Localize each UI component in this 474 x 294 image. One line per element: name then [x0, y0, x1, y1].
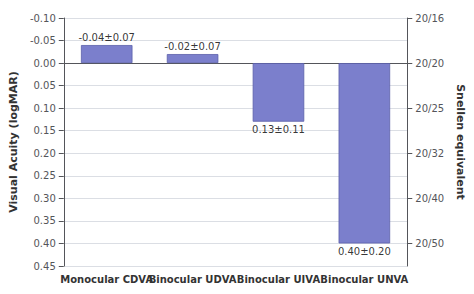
svg-text:0.05: 0.05 — [34, 80, 56, 91]
svg-text:0.30: 0.30 — [34, 193, 56, 204]
svg-text:20/20: 20/20 — [415, 58, 444, 69]
svg-text:Snellen equivalent: Snellen equivalent — [454, 84, 467, 200]
svg-text:0.00: 0.00 — [34, 58, 56, 69]
svg-text:Binocular UDVA: Binocular UDVA — [149, 274, 237, 285]
svg-text:20/40: 20/40 — [415, 193, 444, 204]
svg-text:Binocular UIVA: Binocular UIVA — [237, 274, 321, 285]
svg-text:0.35: 0.35 — [34, 215, 56, 226]
svg-text:0.15: 0.15 — [34, 125, 56, 136]
svg-text:-0.05: -0.05 — [30, 35, 56, 46]
svg-text:0.20: 0.20 — [34, 148, 56, 159]
svg-text:0.45: 0.45 — [34, 261, 56, 272]
svg-text:0.40: 0.40 — [34, 238, 56, 249]
svg-text:-0.10: -0.10 — [30, 13, 56, 24]
svg-text:0.40±0.20: 0.40±0.20 — [338, 246, 391, 257]
svg-text:Monocular CDVA: Monocular CDVA — [60, 274, 153, 285]
svg-text:0.10: 0.10 — [34, 103, 56, 114]
svg-text:20/50: 20/50 — [415, 238, 444, 249]
svg-text:0.25: 0.25 — [34, 170, 56, 181]
svg-text:-0.02±0.07: -0.02±0.07 — [164, 41, 221, 52]
svg-text:-0.04±0.07: -0.04±0.07 — [78, 32, 135, 43]
svg-text:20/16: 20/16 — [415, 13, 444, 24]
svg-text:0.13±0.11: 0.13±0.11 — [252, 124, 305, 135]
svg-text:20/25: 20/25 — [415, 103, 444, 114]
svg-text:Binocular UNVA: Binocular UNVA — [320, 274, 408, 285]
svg-text:20/32: 20/32 — [415, 148, 444, 159]
svg-text:Visual Acuity (logMAR): Visual Acuity (logMAR) — [7, 71, 20, 213]
